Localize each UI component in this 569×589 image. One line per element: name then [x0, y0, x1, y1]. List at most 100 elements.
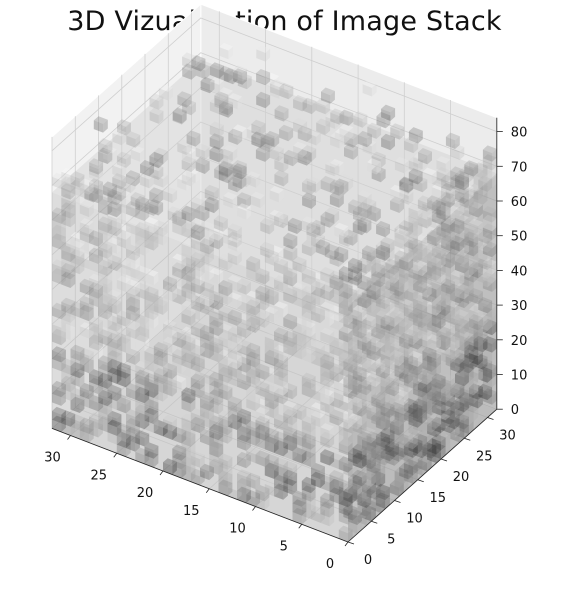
voxel-face [338, 291, 353, 300]
voxel-face [79, 230, 89, 244]
voxel-face [348, 295, 353, 308]
voxel-face [348, 312, 353, 326]
voxel-face [274, 396, 279, 410]
voxel-face [52, 354, 66, 363]
voxel-face [228, 176, 242, 184]
voxel-face [126, 391, 131, 405]
voxel-face [403, 444, 409, 458]
voxel-face [455, 205, 469, 213]
voxel-face [450, 420, 455, 434]
voxel-face [320, 305, 330, 318]
voxel-face [153, 372, 163, 385]
voxel-face [213, 219, 224, 232]
voxel-face [190, 256, 200, 269]
voxel-face [172, 288, 177, 302]
voxel-face [256, 96, 266, 109]
voxel-face [399, 344, 404, 358]
voxel-face [385, 453, 395, 466]
voxel-face [413, 381, 428, 389]
voxel-face [70, 257, 76, 271]
voxel-face [366, 253, 376, 266]
voxel-face [487, 179, 493, 192]
voxel-face [339, 109, 354, 118]
voxel-face [338, 490, 353, 499]
voxel-face [408, 246, 423, 255]
voxel-face [334, 210, 340, 224]
voxel-face [431, 390, 446, 399]
voxel-face [292, 429, 298, 443]
voxel-face [237, 179, 242, 193]
voxel-face [482, 210, 493, 223]
voxel-face [417, 251, 428, 264]
voxel-face [389, 484, 400, 497]
voxel-face [89, 334, 103, 342]
voxel-face [153, 350, 168, 359]
voxel-face [311, 406, 321, 419]
voxel-face [362, 426, 376, 435]
voxel-face [436, 346, 441, 359]
voxel-face [357, 373, 362, 387]
voxel-face [450, 343, 460, 356]
voxel-face [413, 281, 423, 294]
voxel-face [246, 481, 251, 495]
voxel-face [375, 331, 386, 344]
voxel-face [417, 264, 432, 272]
voxel-face [441, 239, 451, 252]
voxel-face [98, 290, 108, 303]
voxel-face [469, 244, 483, 253]
voxel-face [121, 132, 127, 146]
voxel-face [338, 282, 344, 296]
voxel-face [311, 471, 325, 480]
voxel-face [227, 457, 233, 470]
voxel-face [422, 263, 428, 277]
voxel-face [473, 347, 479, 361]
voxel-face [450, 404, 460, 417]
voxel-face [93, 116, 108, 124]
voxel-face [362, 318, 372, 331]
voxel-face [320, 401, 330, 414]
voxel-face [140, 176, 150, 189]
voxel-face [283, 173, 289, 187]
voxel-face [190, 468, 196, 482]
voxel-face [454, 347, 460, 360]
voxel-face [265, 95, 271, 109]
voxel-face [218, 457, 228, 470]
voxel-face [403, 470, 409, 484]
voxel-face [237, 235, 242, 248]
voxel-face [403, 398, 418, 406]
voxel-face [431, 175, 442, 188]
voxel-face [343, 412, 353, 426]
voxel-face [135, 300, 140, 313]
voxel-face [61, 258, 71, 271]
voxel-face [149, 203, 159, 216]
voxel-face [98, 294, 113, 303]
voxel-face [79, 426, 94, 434]
voxel-face [227, 283, 233, 297]
voxel-face [61, 180, 71, 193]
voxel-face [293, 153, 298, 167]
voxel-face [283, 473, 293, 486]
voxel-face [348, 234, 353, 247]
voxel-face [375, 409, 386, 423]
voxel-face [246, 386, 261, 394]
voxel-face [403, 233, 418, 241]
voxel-face [450, 317, 460, 330]
voxel-face [343, 374, 358, 382]
voxel-face [70, 422, 76, 436]
voxel-face [79, 261, 85, 275]
voxel-face [190, 342, 200, 356]
voxel-face [255, 372, 261, 386]
voxel-face [181, 265, 187, 279]
voxel-face [473, 234, 479, 248]
voxel-face [329, 496, 335, 509]
voxel-face [200, 233, 210, 246]
voxel-face [436, 329, 446, 343]
voxel-face [473, 163, 479, 177]
voxel-face [408, 337, 418, 350]
voxel-face [107, 384, 113, 398]
voxel-face [315, 225, 321, 238]
voxel-face [431, 351, 441, 364]
voxel-face [219, 69, 229, 83]
voxel-face [469, 288, 483, 296]
voxel-face [348, 425, 353, 438]
